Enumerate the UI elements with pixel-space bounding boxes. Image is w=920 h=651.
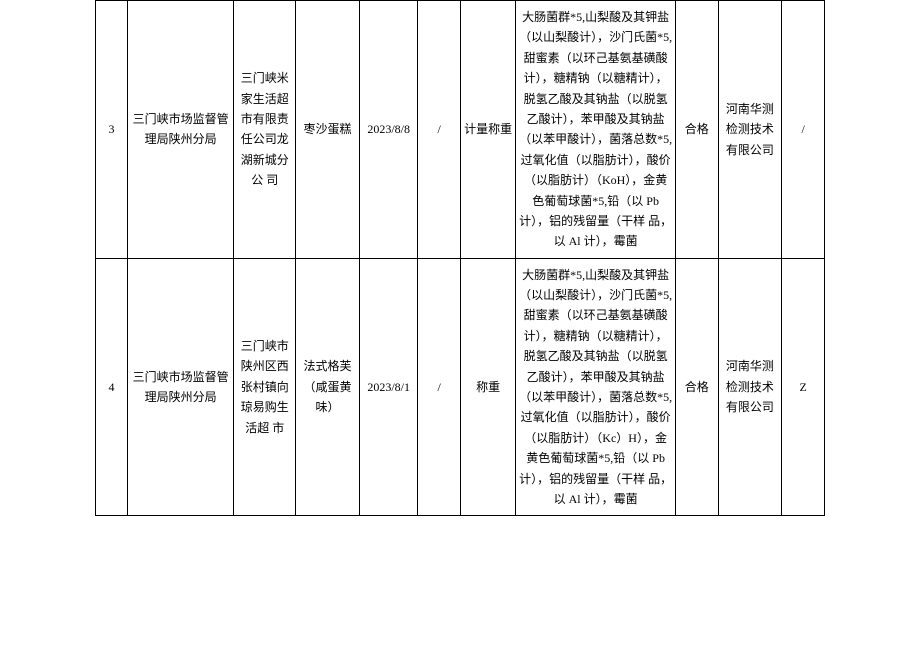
cell-product: 法式格芙（咸蛋黄味） xyxy=(296,258,360,516)
cell-index: 3 xyxy=(96,1,128,259)
cell-agency: 三门峡市场监督管理局陕州分局 xyxy=(127,1,233,259)
cell-col6: / xyxy=(418,1,461,259)
cell-lab: 河南华测检测技术有限公司 xyxy=(718,258,782,516)
cell-date: 2023/8/8 xyxy=(359,1,418,259)
cell-result: 合格 xyxy=(675,258,718,516)
cell-items: 大肠菌群*5,山梨酸及其钾盐（以山梨酸计），沙门氏菌*5,甜蜜素（以环己基氨基磺… xyxy=(516,258,676,516)
inspection-table: 3 三门峡市场监督管理局陕州分局 三门峡米家生活超市有限责任公司龙湖新城分公 司… xyxy=(95,0,825,516)
cell-last: Z xyxy=(782,258,825,516)
cell-product: 枣沙蛋糕 xyxy=(296,1,360,259)
cell-result: 合格 xyxy=(675,1,718,259)
cell-vendor: 三门峡市陕州区西张村镇向琼易购生活超 市 xyxy=(234,258,296,516)
cell-last: / xyxy=(782,1,825,259)
cell-lab: 河南华测检测技术有限公司 xyxy=(718,1,782,259)
cell-col6: / xyxy=(418,258,461,516)
cell-items: 大肠菌群*5,山梨酸及其钾盐（以山梨酸计），沙门氏菌*5,甜蜜素（以环己基氨基磺… xyxy=(516,1,676,259)
table-row: 3 三门峡市场监督管理局陕州分局 三门峡米家生活超市有限责任公司龙湖新城分公 司… xyxy=(96,1,825,259)
cell-index: 4 xyxy=(96,258,128,516)
cell-date: 2023/8/1 xyxy=(359,258,418,516)
cell-weigh: 计量称重 xyxy=(461,1,516,259)
table-row: 4 三门峡市场监督管理局陕州分局 三门峡市陕州区西张村镇向琼易购生活超 市 法式… xyxy=(96,258,825,516)
cell-vendor: 三门峡米家生活超市有限责任公司龙湖新城分公 司 xyxy=(234,1,296,259)
page: 3 三门峡市场监督管理局陕州分局 三门峡米家生活超市有限责任公司龙湖新城分公 司… xyxy=(0,0,920,651)
cell-agency: 三门峡市场监督管理局陕州分局 xyxy=(127,258,233,516)
cell-weigh: 称重 xyxy=(461,258,516,516)
